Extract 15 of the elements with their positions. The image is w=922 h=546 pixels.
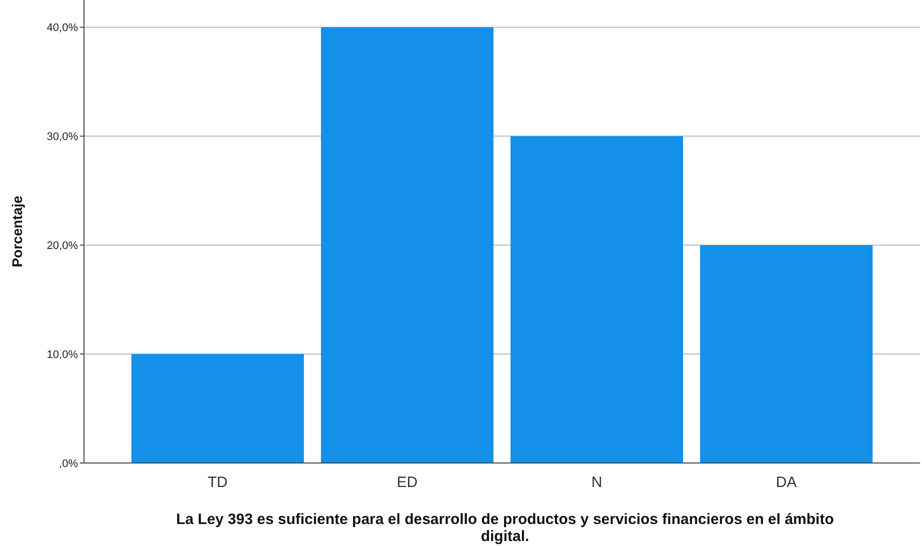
y-tick-label: ,0% [59,458,78,470]
x-tick-label: DA [776,474,797,491]
x-tick-label: N [591,474,602,491]
y-tick-label: 10,0% [46,348,78,361]
bar [700,245,873,463]
bar [320,27,494,463]
x-tick-label: ED [396,474,418,491]
y-axis-title: Porcentaje [9,195,25,268]
y-tick-label: 40,0% [46,22,78,34]
bar [131,354,304,463]
y-tick-label: 30,0% [46,131,78,144]
bar [510,136,684,463]
x-axis-title: La Ley 393 es suficiente para el desarrollo de productos y servicios financieros en el ámbito digital. [176,511,834,545]
x-tick-label: TD [208,474,228,491]
y-tick-label: 20,0% [46,240,78,252]
